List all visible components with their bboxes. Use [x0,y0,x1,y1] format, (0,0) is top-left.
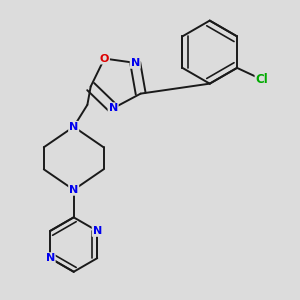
Text: N: N [130,58,140,68]
Text: O: O [100,53,109,64]
Text: N: N [69,122,78,132]
Text: N: N [93,226,102,236]
Text: N: N [109,103,118,113]
Text: N: N [69,185,78,195]
Text: Cl: Cl [256,73,268,86]
Text: N: N [46,253,55,263]
